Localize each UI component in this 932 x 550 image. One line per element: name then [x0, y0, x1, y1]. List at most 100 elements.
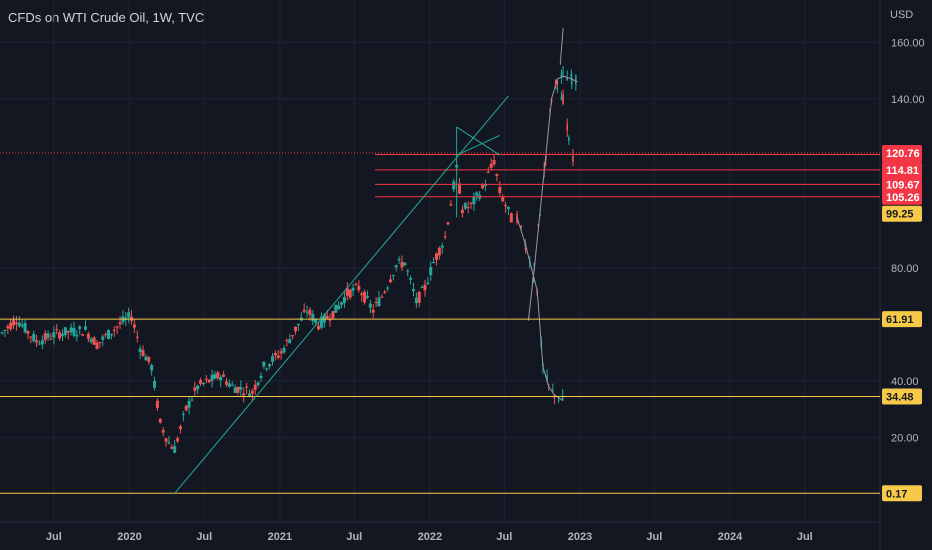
candle-body — [104, 334, 108, 336]
candle-body — [374, 301, 378, 303]
y-tick-label: 140.00 — [891, 94, 925, 106]
candle-body — [504, 205, 508, 207]
candle-body — [469, 202, 473, 204]
candle-body — [158, 418, 162, 423]
candle-body — [207, 379, 211, 383]
candle-body — [492, 160, 496, 165]
candle-body — [95, 342, 99, 349]
candle-body — [262, 361, 266, 367]
candle-body — [432, 262, 436, 264]
candle-body — [414, 297, 418, 304]
candle-body — [489, 163, 493, 168]
price-badge: 109.67 — [882, 176, 922, 193]
trend-line — [174, 95, 509, 494]
candle-body — [60, 333, 64, 336]
candle-body — [12, 319, 16, 326]
candle-body — [155, 400, 159, 409]
candle-body — [112, 329, 116, 331]
candle-body — [406, 270, 410, 272]
candle-body — [331, 310, 335, 319]
candle-body — [552, 390, 554, 392]
candle-body — [193, 387, 197, 391]
candle-body — [311, 314, 315, 322]
candle-body — [35, 340, 39, 343]
candle-body — [58, 332, 62, 339]
x-tick-label: 2020 — [117, 531, 141, 543]
candle-body — [288, 339, 292, 344]
candle-body — [296, 323, 300, 326]
candle-body — [109, 333, 113, 336]
candle-body — [219, 376, 223, 381]
candle-body — [250, 390, 254, 394]
candle-body — [43, 333, 47, 341]
candle-body — [560, 73, 563, 78]
candle-body — [486, 171, 490, 173]
candle-body — [161, 429, 165, 433]
candle-body — [566, 77, 569, 81]
price-badge-bg — [882, 145, 922, 162]
candle-body — [52, 332, 56, 338]
candle-body — [495, 174, 499, 176]
x-tick-label: Jul — [646, 531, 662, 543]
candle-body — [245, 386, 249, 388]
candle-body — [224, 381, 228, 385]
candle-body — [199, 379, 203, 384]
candle-body — [394, 265, 398, 268]
candle-body — [239, 387, 243, 390]
candle-body — [420, 287, 424, 289]
candle-body — [285, 340, 289, 342]
x-tick-label: 2021 — [268, 531, 292, 543]
candle-body — [337, 305, 341, 310]
candle-body — [78, 326, 82, 329]
candle-body — [308, 309, 312, 315]
price-axis[interactable]: 20.00 40.00 80.00 140.00 160.00 — [891, 37, 925, 444]
drawing-lines — [0, 28, 880, 494]
candle-body — [187, 400, 191, 408]
price-badge: 120.76 — [882, 145, 922, 162]
y-tick-label: 80.00 — [891, 263, 919, 275]
candle-body — [302, 309, 306, 312]
candle-body — [265, 368, 269, 370]
candle-body — [150, 365, 154, 371]
candle-body — [147, 356, 151, 362]
candle-body — [560, 96, 563, 101]
candle-body — [562, 71, 564, 73]
candle-body — [23, 323, 27, 333]
candle-body — [437, 247, 441, 256]
x-tick-label: Jul — [797, 531, 813, 543]
candle-body — [386, 287, 390, 289]
candle-body — [340, 302, 344, 305]
candle-body — [190, 399, 194, 401]
candle-body — [170, 446, 174, 449]
projection-path-up — [528, 75, 578, 319]
candle-body — [127, 312, 131, 318]
candles — [0, 66, 577, 454]
trend-line — [456, 126, 501, 156]
price-badge: 99.25 — [882, 205, 922, 222]
candle-body — [357, 285, 361, 291]
candle-body — [554, 80, 557, 84]
candle-body — [452, 181, 456, 190]
candle-body — [216, 372, 220, 379]
candle-body — [37, 343, 41, 345]
candle-body — [63, 327, 67, 335]
y-tick-label: 40.00 — [891, 376, 919, 388]
candle-body — [176, 438, 180, 442]
candle-body — [230, 384, 234, 386]
candle-body — [348, 289, 352, 298]
price-badge: 114.81 — [882, 161, 922, 178]
x-tick-label: Jul — [496, 531, 512, 543]
time-axis[interactable]: Jul 2020 Jul 2021 Jul 2022 Jul 2023 Jul 2024 Jul — [46, 531, 813, 543]
candle-body — [328, 319, 332, 321]
price-badge-label: 114.81 — [886, 165, 919, 177]
candle-body — [400, 261, 404, 268]
candle-body — [360, 293, 364, 296]
currency-label: USD — [890, 9, 913, 21]
price-badge-bg — [882, 176, 922, 193]
candle-body — [201, 382, 205, 384]
candle-body — [546, 375, 548, 382]
candle-body — [572, 155, 574, 163]
candle-body — [204, 378, 208, 380]
x-tick-label: 2022 — [418, 531, 442, 543]
